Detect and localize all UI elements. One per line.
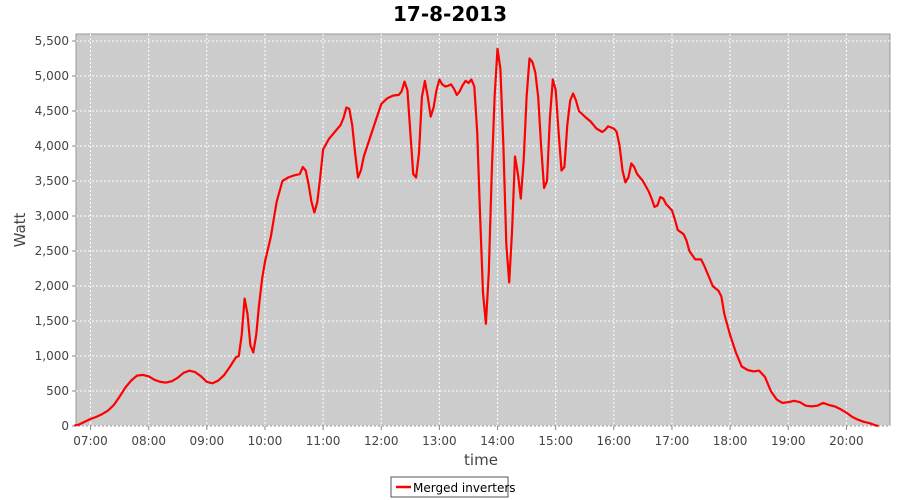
x-tick-label: 07:00 — [73, 434, 108, 448]
y-tick-label: 3,000 — [35, 209, 69, 223]
x-tick-label: 18:00 — [713, 434, 748, 448]
y-tick-label: 2,500 — [35, 244, 69, 258]
y-tick-label: 4,500 — [35, 104, 69, 118]
legend-label: Merged inverters — [413, 481, 516, 495]
x-tick-label: 08:00 — [131, 434, 166, 448]
y-axis-title: Watt — [11, 212, 29, 247]
x-tick-label: 15:00 — [538, 434, 573, 448]
x-axis: 07:00 08:00 09:00 10:00 11:00 12:00 13:00 14:00… — [73, 426, 864, 448]
legend-box — [390, 476, 509, 498]
y-tick-label: 5,500 — [35, 34, 69, 48]
y-tick-label: 5,000 — [35, 69, 69, 83]
y-tick-label: 0 — [61, 419, 69, 433]
x-tick-label: 20:00 — [829, 434, 864, 448]
x-tick-label: 11:00 — [306, 434, 341, 448]
series-layer — [74, 47, 879, 428]
x-tick-label: 13:00 — [422, 434, 457, 448]
x-tick-label: 17:00 — [655, 434, 690, 448]
series-line — [74, 47, 879, 428]
x-tick-label: 09:00 — [190, 434, 225, 448]
y-tick-label: 3,500 — [35, 174, 69, 188]
plot-area — [75, 33, 891, 427]
y-tick-label: 500 — [46, 384, 69, 398]
x-tick-label: 12:00 — [364, 434, 399, 448]
chart-title: 17-8-2013 — [393, 2, 507, 26]
y-axis: 0 500 1,000 1,500 2,000 2,500 3,000 3,500 4,000 4… — [35, 34, 76, 433]
x-tick-label: 14:00 — [480, 434, 515, 448]
y-tick-label: 4,000 — [35, 139, 69, 153]
x-tick-label: 19:00 — [771, 434, 806, 448]
y-tick-label: 1,000 — [35, 349, 69, 363]
x-tick-label: 16:00 — [597, 434, 632, 448]
x-axis-title: time — [464, 451, 498, 469]
y-tick-label: 1,500 — [35, 314, 69, 328]
legend: Merged inverters — [390, 476, 516, 498]
x-tick-label: 10:00 — [248, 434, 283, 448]
y-tick-label: 2,000 — [35, 279, 69, 293]
